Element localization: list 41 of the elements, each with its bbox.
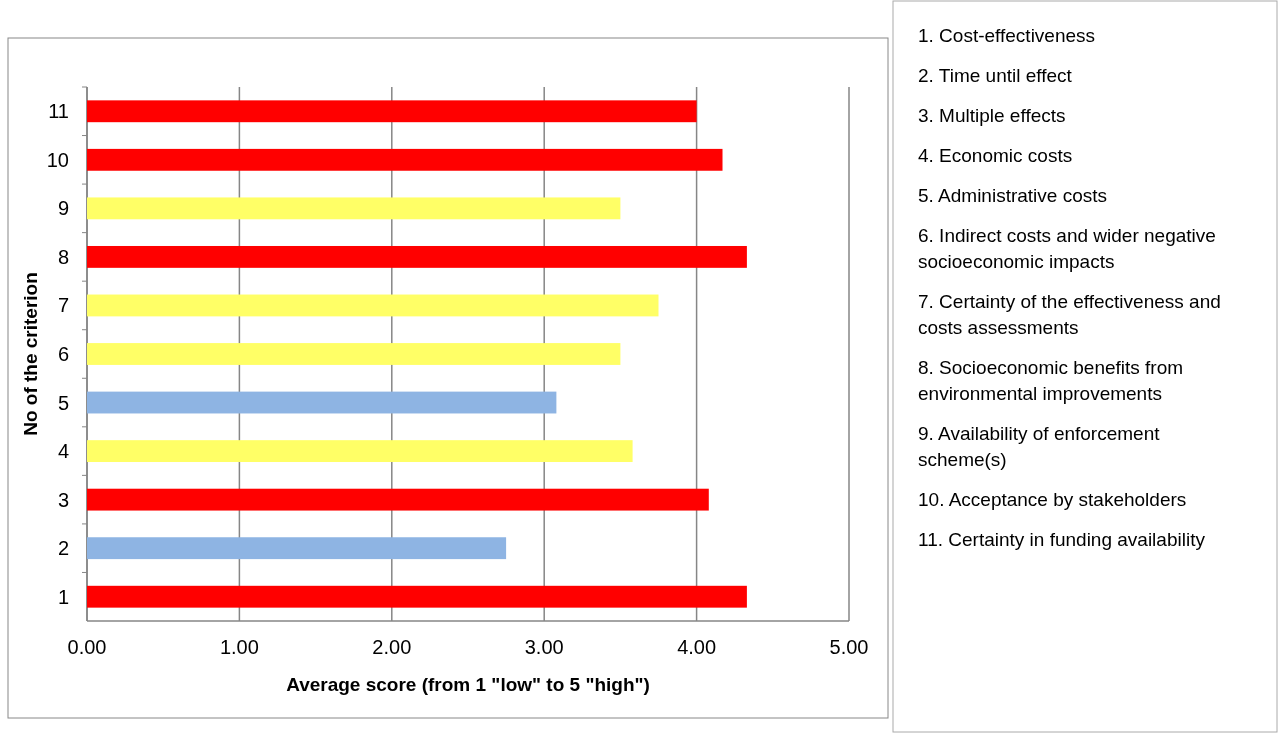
bar xyxy=(87,585,747,608)
y-tick-label: 10 xyxy=(46,148,69,171)
text: 8. Socioeconomic benefits from environmental improvements xyxy=(918,357,1184,404)
bar xyxy=(87,343,621,365)
y-tick-label: 3 xyxy=(57,488,69,511)
y-tick-label: 2 xyxy=(57,537,69,560)
y-tick-label: 7 xyxy=(57,294,69,317)
text: 6. Indirect costs and wider negative socioeconomic impacts xyxy=(918,225,1216,272)
bar xyxy=(87,294,659,317)
text: 2. Time until effect xyxy=(918,65,1073,86)
y-tick-label: 1 xyxy=(57,585,69,608)
x-axis-title: Average score (from 1 "low" to 5 "high") xyxy=(286,674,650,695)
y-tick-label: 8 xyxy=(57,245,69,268)
x-tick-label: 5.00 xyxy=(829,636,869,658)
y-tick-label: 6 xyxy=(57,343,69,365)
text: 10. Acceptance by stakeholders xyxy=(918,489,1187,510)
x-tick-label: 0.00 xyxy=(67,636,107,658)
x-tick-label: 1.00 xyxy=(219,636,259,658)
y-tick-label: 11 xyxy=(48,100,69,123)
bar xyxy=(87,391,557,414)
text: 4. Economic costs xyxy=(918,145,1073,166)
y-tick-label: 4 xyxy=(57,440,69,463)
bar xyxy=(87,100,697,123)
text: 1. Cost-effectiveness xyxy=(918,25,1096,46)
bar xyxy=(87,197,621,220)
y-axis-title: No of the criterion xyxy=(20,272,41,436)
text: 5. Administrative costs xyxy=(918,185,1108,206)
bar xyxy=(87,440,633,463)
bar xyxy=(87,245,747,268)
bar xyxy=(87,537,507,560)
x-tick-label: 4.00 xyxy=(677,636,717,658)
text: 3. Multiple effects xyxy=(918,105,1066,126)
bar xyxy=(87,488,709,511)
y-tick-label: 5 xyxy=(57,391,69,414)
y-tick-label: 9 xyxy=(57,197,69,220)
x-tick-label: 2.00 xyxy=(372,636,412,658)
text: 9. Availability of enforcement scheme(s) xyxy=(918,423,1161,470)
text: 11. Certainty in funding availability xyxy=(918,529,1206,550)
text: 7. Certainty of the effectiveness and costs assessments xyxy=(918,291,1221,338)
x-tick-label: 3.00 xyxy=(524,636,564,658)
bar xyxy=(87,148,723,171)
